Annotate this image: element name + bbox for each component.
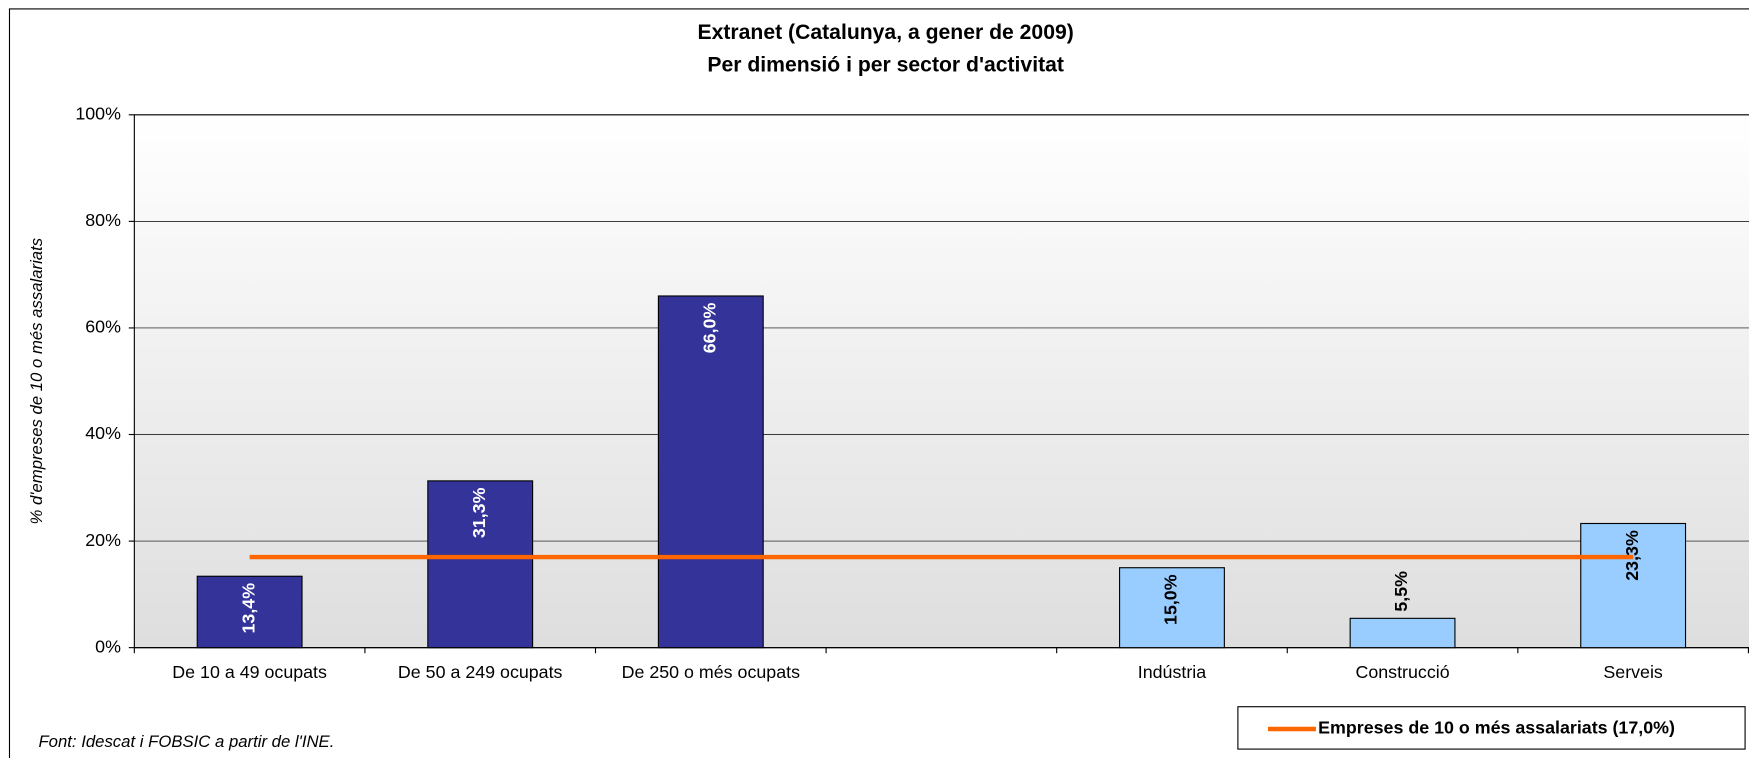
bar <box>1119 567 1225 649</box>
data-label: 13,4% <box>238 583 258 634</box>
y-tick-label: 40% <box>85 423 121 443</box>
bar <box>1580 522 1687 649</box>
chart-subtitle: Per dimensió i per sector d'activitat <box>707 53 1064 76</box>
x-tick-label: De 50 a 249 ocupats <box>398 662 563 682</box>
data-label: 15,0% <box>1161 574 1181 625</box>
legend-label: Empreses de 10 o més assalariats (17,0%) <box>1318 718 1675 738</box>
x-tick-label: De 250 o més ocupats <box>622 662 800 682</box>
chart-title: Extranet (Catalunya, a gener de 2009) <box>698 21 1074 44</box>
legend-box <box>1237 706 1746 750</box>
bar <box>1349 617 1456 649</box>
y-tick-label: 100% <box>75 104 121 124</box>
source-note: Font: Idescat i FOBSIC a partir de l'INE… <box>38 732 334 751</box>
y-axis-label: % d'empreses de 10 o més assalariats <box>27 237 46 524</box>
y-tick-label: 0% <box>95 636 121 656</box>
data-label: 31,3% <box>469 487 489 538</box>
y-tick-label: 20% <box>85 530 121 550</box>
bar <box>196 575 303 649</box>
plot-area <box>133 114 1749 649</box>
bar <box>657 295 764 649</box>
y-tick-label: 80% <box>85 210 121 230</box>
y-tick-label: 60% <box>85 317 121 337</box>
x-tick-label: Indústria <box>1138 662 1206 682</box>
x-tick-label: Serveis <box>1603 662 1663 682</box>
bar <box>427 480 534 649</box>
x-tick-label: Construcció <box>1355 662 1449 682</box>
data-label: 66,0% <box>700 303 720 354</box>
x-tick-label: De 10 a 49 ocupats <box>172 662 327 682</box>
data-label: 5,5% <box>1391 571 1411 612</box>
